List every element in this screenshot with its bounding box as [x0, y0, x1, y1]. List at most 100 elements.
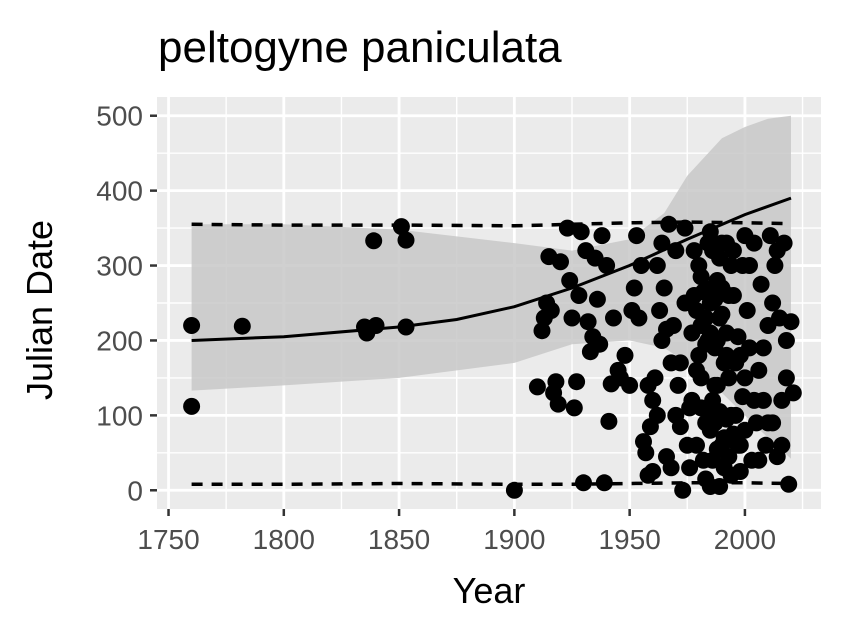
data-point [183, 317, 201, 334]
data-point [782, 313, 800, 331]
data-point [708, 332, 726, 349]
data-point [505, 481, 523, 499]
data-point [644, 391, 662, 409]
data-point [365, 232, 383, 250]
data-point [736, 369, 754, 387]
data-point [671, 418, 689, 436]
data-point [630, 309, 648, 327]
data-point [648, 406, 666, 424]
data-point [600, 412, 618, 430]
data-point [681, 459, 699, 477]
data-point [547, 373, 565, 391]
data-point [764, 294, 782, 312]
data-point [736, 227, 754, 245]
y-tick-labels: 0 100 200 300 400 500 [96, 101, 143, 507]
data-point [367, 317, 385, 334]
data-point [605, 309, 622, 327]
data-point [731, 436, 749, 454]
data-point [741, 339, 758, 357]
y-tick-label: 100 [96, 400, 143, 431]
data-point [542, 302, 560, 319]
y-axis-title: Julian Date [19, 220, 60, 400]
data-point [718, 346, 735, 364]
data-point [685, 242, 703, 260]
data-point [669, 376, 687, 394]
ribbon-area [191, 115, 792, 459]
y-tick-label: 300 [96, 251, 143, 282]
lower-bound-line [191, 481, 792, 487]
data-point [750, 361, 768, 379]
data-point [752, 275, 770, 293]
data-point [591, 335, 609, 353]
data-point [731, 463, 749, 480]
axis-ticks [150, 114, 747, 516]
data-point [621, 376, 639, 394]
data-point [729, 328, 747, 346]
data-point [701, 478, 719, 495]
data-point [579, 313, 597, 331]
data-point [761, 227, 779, 245]
data-point [708, 376, 726, 394]
data-point [768, 242, 786, 260]
data-point [711, 309, 729, 327]
data-point [625, 279, 643, 297]
chart-title: peltogyne paniculata [158, 23, 562, 72]
data-point [598, 257, 616, 274]
data-point [692, 399, 710, 417]
data-point [701, 223, 719, 241]
x-tick-label: 1800 [253, 524, 315, 555]
data-point [392, 218, 410, 236]
data-point [632, 257, 650, 274]
data-points [183, 215, 802, 499]
data-point [697, 309, 715, 327]
x-tick-label: 1950 [598, 524, 660, 555]
data-point [552, 253, 569, 271]
data-point [718, 234, 735, 252]
x-tick-label: 1750 [137, 524, 199, 555]
data-point [701, 421, 719, 439]
data-point [741, 257, 758, 274]
y-tick-label: 400 [96, 176, 143, 207]
data-point [759, 414, 777, 432]
data-point [561, 272, 579, 289]
data-point [572, 223, 590, 241]
data-point [565, 399, 583, 417]
data-point [754, 339, 772, 357]
data-point [658, 320, 675, 338]
y-tick-label: 500 [96, 101, 143, 132]
data-point [662, 354, 680, 372]
data-point [674, 481, 692, 499]
data-point [685, 287, 703, 304]
data-point [644, 463, 662, 480]
data-point [570, 287, 588, 304]
data-point [662, 459, 680, 477]
data-point [616, 346, 634, 364]
data-point [628, 227, 646, 245]
x-tick-labels: 1750 1800 1850 1900 1950 2000 [137, 524, 776, 555]
x-axis-title: Year [453, 570, 526, 611]
data-point [750, 451, 768, 469]
data-point [593, 227, 611, 245]
data-point [653, 234, 671, 252]
data-point [692, 369, 710, 387]
data-point [651, 302, 669, 319]
data-point [588, 290, 606, 308]
data-point [738, 302, 756, 319]
data-point [722, 406, 740, 424]
data-point [655, 279, 673, 297]
data-point [233, 317, 251, 335]
data-point [667, 242, 685, 260]
data-point [397, 231, 415, 249]
data-point [637, 444, 655, 462]
y-tick-label: 200 [96, 325, 143, 356]
data-point [533, 322, 551, 340]
data-point [549, 395, 567, 413]
data-point [183, 397, 201, 415]
data-point [704, 451, 722, 469]
data-point [575, 474, 592, 492]
y-tick-label: 0 [127, 475, 143, 506]
data-point [688, 436, 705, 454]
data-point [568, 373, 586, 391]
confidence-ribbon [191, 115, 792, 459]
data-point [713, 436, 731, 454]
